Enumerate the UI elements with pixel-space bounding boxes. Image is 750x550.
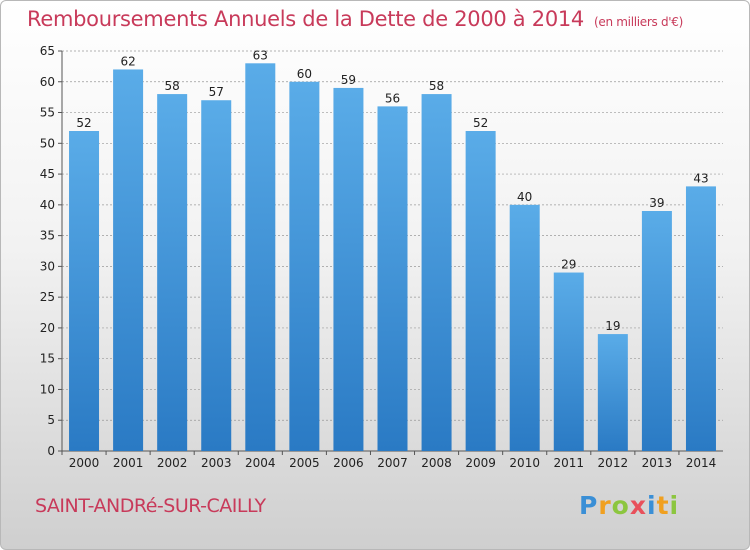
- logo-letter: i: [669, 491, 680, 520]
- value-label-2006: 59: [341, 73, 356, 87]
- labels: 0 5 10 15 20 25 30 35 40 45 50 55 60 65 52 2000 62 2001 58…: [40, 44, 717, 470]
- y-tick-label: 55: [40, 106, 55, 120]
- value-label-2014: 43: [693, 171, 708, 185]
- commune-name: SAINT-ANDRé-SUR-CAILLY: [35, 495, 266, 517]
- y-tick-label: 45: [40, 167, 55, 181]
- x-tick-label-2005: 2005: [289, 456, 320, 470]
- value-label-2013: 39: [649, 196, 664, 210]
- bar-2008: [421, 94, 452, 452]
- value-label-2011: 29: [561, 258, 576, 272]
- value-label-2000: 52: [76, 116, 91, 130]
- x-tick-label-2001: 2001: [113, 456, 144, 470]
- logo-letter: x: [629, 491, 647, 520]
- value-label-2010: 40: [517, 190, 532, 204]
- logo-letter: i: [647, 491, 657, 520]
- value-label-2005: 60: [297, 67, 312, 81]
- bar-2011: [553, 272, 584, 451]
- y-tick-label: 65: [40, 44, 55, 58]
- bar-2013: [641, 211, 672, 451]
- x-tick-label-2011: 2011: [553, 456, 584, 470]
- chart-subtitle: (en milliers d'€): [594, 15, 684, 29]
- value-label-2001: 62: [120, 54, 135, 68]
- x-tick-label-2009: 2009: [465, 456, 496, 470]
- value-label-2004: 63: [253, 48, 268, 62]
- y-tick-label: 40: [40, 198, 55, 212]
- x-tick-label-2000: 2000: [69, 456, 100, 470]
- x-tick-label-2013: 2013: [642, 456, 673, 470]
- bar-2010: [509, 204, 540, 451]
- chart-title-text: Remboursements Annuels de la Dette de 20…: [27, 7, 584, 31]
- bar-2009: [465, 131, 496, 451]
- bar-2004: [245, 63, 276, 452]
- bars: [69, 63, 716, 452]
- x-tick-label-2008: 2008: [421, 456, 452, 470]
- x-tick-label-2012: 2012: [598, 456, 629, 470]
- x-tick-label-2014: 2014: [686, 456, 717, 470]
- bar-2003: [201, 100, 232, 451]
- value-label-2003: 57: [209, 85, 224, 99]
- y-tick-label: 30: [40, 259, 55, 273]
- bar-2001: [113, 69, 144, 451]
- logo-letter: t: [656, 491, 670, 520]
- bar-2006: [333, 87, 364, 451]
- value-label-2008: 58: [429, 79, 444, 93]
- value-label-2002: 58: [165, 79, 180, 93]
- y-tick-label: 60: [40, 75, 55, 89]
- logo-letter: o: [611, 491, 630, 520]
- x-tick-label-2007: 2007: [377, 456, 408, 470]
- bar-2000: [69, 131, 100, 451]
- bar-2014: [685, 186, 716, 451]
- y-tick-label: 5: [47, 413, 55, 427]
- y-tick-label: 15: [40, 352, 55, 366]
- chart-title: Remboursements Annuels de la Dette de 20…: [27, 7, 683, 31]
- bar-2007: [377, 106, 408, 451]
- y-tick-label: 25: [40, 290, 55, 304]
- y-tick-label: 10: [40, 382, 55, 396]
- bar-2002: [157, 94, 188, 452]
- x-tick-label-2002: 2002: [157, 456, 188, 470]
- value-label-2012: 19: [605, 319, 620, 333]
- proxiti-logo: Proxiti: [579, 491, 679, 520]
- y-tick-label: 35: [40, 229, 55, 243]
- x-tick-label-2010: 2010: [509, 456, 540, 470]
- y-tick-label: 0: [47, 444, 55, 458]
- x-tick-label-2006: 2006: [333, 456, 364, 470]
- value-label-2007: 56: [385, 91, 400, 105]
- bar-2012: [597, 334, 628, 451]
- logo-letter: r: [598, 491, 612, 520]
- x-tick-label-2003: 2003: [201, 456, 232, 470]
- y-tick-label: 50: [40, 136, 55, 150]
- bar-2005: [289, 81, 320, 452]
- value-label-2009: 52: [473, 116, 488, 130]
- x-tick-label-2004: 2004: [245, 456, 276, 470]
- y-tick-label: 20: [40, 321, 55, 335]
- logo-letter: P: [579, 491, 599, 520]
